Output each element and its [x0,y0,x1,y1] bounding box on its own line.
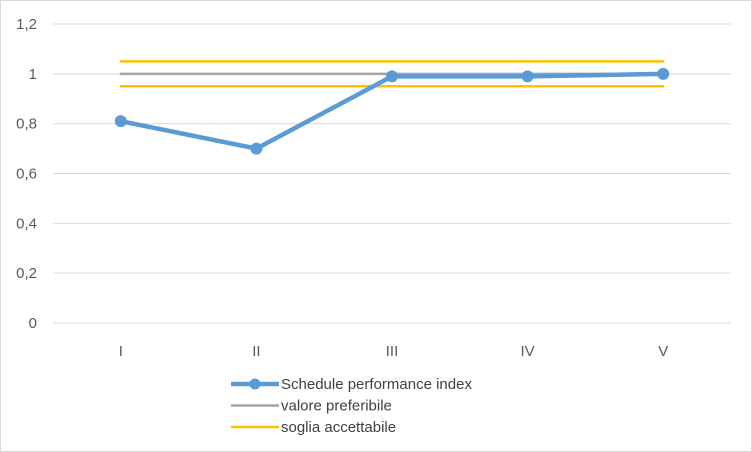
x-tick-label: IV [521,343,535,360]
x-tick-label: V [658,343,668,360]
y-tick-label: 0,6 [16,166,37,183]
legend-label: valore preferibile [281,398,392,415]
x-tick-label: II [252,343,260,360]
legend: Schedule performance index valore preferi… [231,376,472,436]
series-lines [114,60,670,155]
y-tick-label: 0 [29,315,37,332]
y-tick-label: 0,4 [16,215,37,232]
y-tick-label: 1,2 [16,16,37,33]
data-point [114,115,127,128]
y-tick-label: 0,8 [16,116,37,133]
y-tick-label: 1 [29,66,37,83]
data-point [521,70,534,83]
y-axis-tick-labels: 0 0,2 0,4 0,6 0,8 1 1,2 [16,16,37,332]
legend-marker [249,378,261,390]
legend-label: Schedule performance index [281,376,472,393]
x-tick-label: III [386,343,399,360]
x-tick-label: I [119,343,123,360]
data-point [250,142,263,155]
y-tick-label: 0,2 [16,265,37,282]
data-point [657,67,670,80]
x-axis-tick-labels: I II III IV V [119,343,668,360]
data-point [386,70,398,83]
legend-label: soglia accettabile [281,419,396,436]
gridlines [53,23,731,324]
